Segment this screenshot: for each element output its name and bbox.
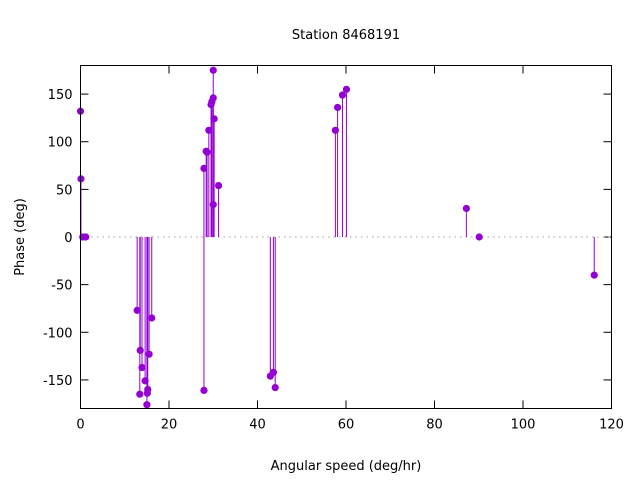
axes: 0 20 40 60 80 100 120 -150 -100 -50 0 50 100 150 [43, 65, 624, 433]
x-tick-label: 60 [338, 418, 355, 433]
data-point [269, 368, 278, 376]
y-tick-label: 0 [64, 231, 72, 246]
x-tick-label: 40 [249, 418, 266, 433]
data-point [143, 401, 151, 409]
y-tick-label: -100 [43, 326, 73, 341]
x-tick-label: 100 [511, 418, 536, 433]
data-point [338, 91, 347, 99]
data-point [342, 85, 351, 93]
data-point [136, 390, 144, 398]
data-point [200, 386, 208, 394]
chart-title: Station 8468191 [292, 28, 400, 43]
data-point [590, 271, 598, 279]
y-tick-label: -50 [51, 279, 72, 294]
y-tick-label: -150 [43, 374, 73, 389]
plot-border [80, 65, 612, 409]
data-point [214, 181, 223, 190]
data-point [333, 103, 342, 112]
data-marks [76, 66, 598, 409]
data-point [133, 306, 141, 314]
data-point [82, 233, 90, 241]
data-point [203, 148, 211, 156]
x-tick-label: 120 [599, 418, 624, 433]
data-point [209, 66, 217, 74]
data-point [475, 233, 483, 241]
x-tick-label: 20 [161, 418, 178, 433]
data-point [271, 383, 279, 392]
data-point [209, 201, 217, 209]
y-tick-label: 50 [56, 183, 73, 198]
y-tick-label: 150 [48, 88, 73, 103]
y-tick-label: 100 [48, 136, 73, 151]
x-tick-label: 80 [426, 418, 443, 433]
x-axis-label: Angular speed (deg/hr) [271, 459, 422, 474]
data-point [462, 204, 470, 213]
data-point [148, 314, 156, 322]
data-point [210, 115, 218, 123]
y-axis-label: Phase (deg) [13, 198, 28, 276]
x-tick-label: 0 [76, 418, 84, 433]
data-point [145, 350, 153, 358]
